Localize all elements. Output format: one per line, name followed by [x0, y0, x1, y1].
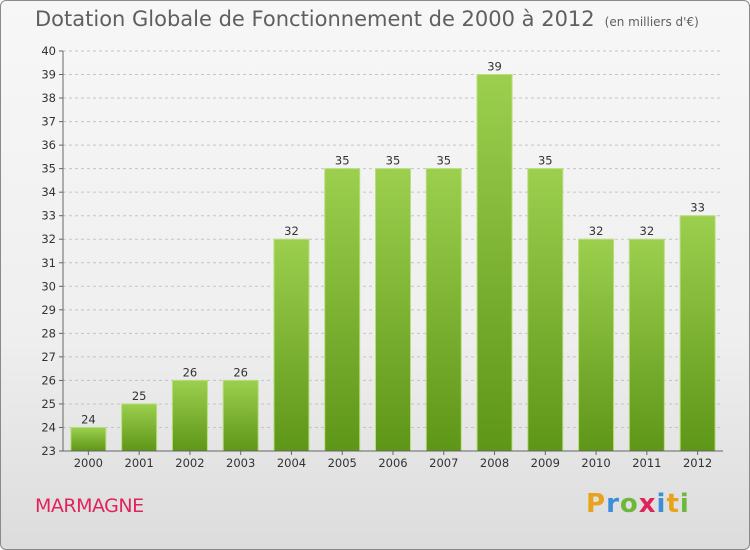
y-tick-label: 30 [41, 279, 56, 293]
logo-letter: P [586, 489, 607, 519]
value-label: 32 [640, 224, 655, 238]
value-label: 33 [690, 201, 705, 215]
bar-2003 [222, 379, 259, 452]
bar-2004 [273, 238, 310, 452]
x-tick-label: 2010 [581, 456, 610, 470]
x-tick-label: 2008 [480, 456, 509, 470]
logo-letter: i [656, 489, 667, 519]
title-unit: (en milliers d'€) [604, 15, 699, 29]
y-tick-label: 34 [41, 185, 56, 199]
value-label: 35 [335, 154, 350, 168]
y-tick-label: 26 [41, 373, 56, 387]
x-tick-label: 2001 [125, 456, 154, 470]
value-label: 26 [183, 365, 198, 379]
logo-letter: x [638, 489, 657, 519]
y-tick-label: 29 [41, 303, 56, 317]
bars [70, 74, 716, 452]
value-label: 26 [233, 365, 248, 379]
title-text: Dotation Globale de Fonctionnement de 20… [35, 7, 595, 31]
bar-2006 [375, 168, 411, 452]
bar-2009 [527, 168, 564, 452]
x-tick-label: 2005 [328, 456, 357, 470]
y-tick-label: 23 [41, 444, 56, 458]
chart-title: Dotation Globale de Fonctionnement de 20… [35, 7, 699, 31]
y-tick-label: 25 [41, 397, 56, 411]
bar-2000 [70, 426, 107, 452]
logo-letter: o [619, 489, 639, 519]
bar-2011 [628, 238, 665, 452]
y-tick-label: 37 [41, 115, 56, 129]
x-tick-label: 2011 [632, 456, 661, 470]
x-tick-label: 2009 [531, 456, 560, 470]
logo-letter: r [606, 489, 620, 519]
x-tick-label: 2003 [226, 456, 255, 470]
y-tick-label: 39 [41, 68, 56, 82]
value-label: 25 [132, 389, 147, 403]
value-labels: 24 25 26 26 32 35 35 35 39 35 32 32 33 [81, 60, 705, 427]
x-tick-label: 2012 [683, 456, 712, 470]
value-label: 24 [81, 412, 96, 426]
y-tick-label: 27 [41, 350, 56, 364]
proxiti-logo: Proxiti [586, 489, 690, 519]
value-label: 32 [589, 224, 604, 238]
value-label: 35 [538, 154, 553, 168]
logo-letter: i [679, 489, 690, 519]
x-tick-label: 2006 [378, 456, 407, 470]
value-label: 35 [386, 154, 401, 168]
x-tick-label: 2002 [175, 456, 204, 470]
bar-2010 [578, 238, 615, 452]
bar-2002 [171, 379, 208, 452]
y-tick-label: 38 [41, 91, 56, 105]
y-tick-label: 24 [41, 420, 56, 434]
y-tick-label: 33 [41, 209, 56, 223]
y-tick-label: 32 [41, 232, 56, 246]
value-label: 32 [284, 224, 299, 238]
y-tick-label: 40 [41, 44, 56, 58]
x-tick-label: 2000 [74, 456, 103, 470]
bar-2001 [121, 403, 158, 452]
value-label: 35 [436, 154, 451, 168]
bar-2008 [476, 74, 513, 452]
y-tick-label: 35 [41, 162, 56, 176]
y-tick-label: 31 [41, 256, 56, 270]
commune-name: MARMAGNE [35, 495, 144, 517]
x-axis-ticks: 2000 2001 2002 2003 2004 2005 2006 2007 2008 2009… [74, 451, 712, 470]
bar-2012 [679, 215, 716, 452]
y-tick-label: 36 [41, 138, 56, 152]
y-tick-label: 28 [41, 326, 56, 340]
x-tick-label: 2007 [429, 456, 458, 470]
x-tick-label: 2004 [277, 456, 306, 470]
bar-2007 [425, 168, 462, 452]
value-label: 39 [487, 60, 502, 74]
logo-letter: t [666, 489, 680, 519]
bar-2005 [324, 168, 361, 452]
